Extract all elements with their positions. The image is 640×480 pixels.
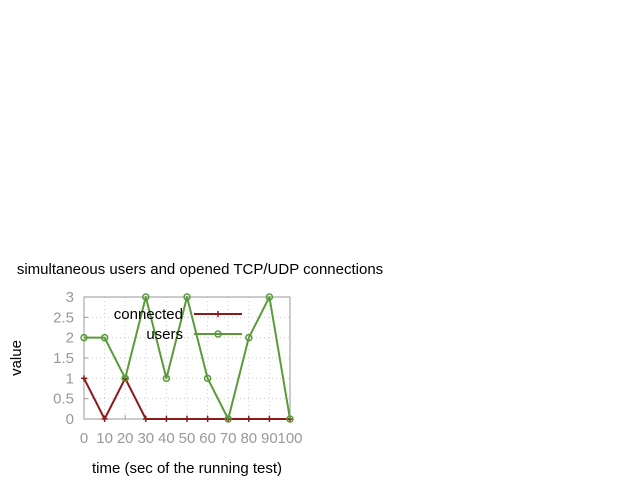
x-tick-label: 60 — [199, 430, 216, 447]
x-tick-label: 50 — [179, 430, 196, 447]
x-tick-label: 40 — [158, 430, 175, 447]
data-point-connected — [101, 416, 108, 422]
data-point-connected — [204, 416, 211, 422]
data-point-connected — [163, 416, 170, 422]
data-point-users — [80, 333, 88, 342]
data-point-users — [162, 374, 171, 383]
x-tick-label: 30 — [137, 430, 154, 447]
y-tick-label: 2 — [66, 330, 74, 347]
data-point-users — [203, 374, 212, 383]
chart-title: simultaneous users and opened TCP/UDP co… — [17, 261, 383, 278]
x-tick-label: 10 — [96, 430, 113, 447]
data-point-users — [265, 293, 274, 301]
legend-label-connected: connected — [114, 306, 183, 323]
x-tick-label: 20 — [117, 430, 134, 447]
x-tick-label: 100 — [277, 430, 302, 447]
data-point-users — [121, 374, 129, 383]
y-tick-label: 2.5 — [53, 309, 74, 326]
y-tick-label: 1 — [66, 370, 74, 387]
data-point-users — [100, 333, 109, 342]
data-point-users — [183, 293, 191, 301]
data-point-users — [224, 415, 232, 423]
y-tick-label: 1.5 — [53, 350, 74, 367]
axis-ticks: 0 10 20 30 40 50 60 70 80 90 100 0 0.5 1 1.5 2 2.5 3 — [53, 289, 302, 447]
data-point-users — [142, 293, 150, 301]
grid — [84, 297, 290, 419]
x-tick-label: 90 — [261, 430, 278, 447]
data-point-connected — [184, 416, 190, 422]
legend-marker-users — [214, 330, 222, 338]
y-tick-label: 3 — [66, 289, 74, 306]
series-line-users — [84, 296, 291, 420]
data-point-connected — [81, 375, 87, 382]
x-tick-label: 0 — [80, 430, 88, 447]
y-tick-label: 0 — [66, 411, 74, 428]
x-axis-label: time (sec of the running test) — [92, 460, 282, 477]
x-tick-label: 70 — [220, 430, 237, 447]
series-lines — [80, 293, 294, 423]
data-point-connected — [142, 416, 149, 422]
legend: connected users — [114, 306, 242, 343]
data-point-connected — [266, 416, 273, 422]
y-tick-label: 0.5 — [53, 391, 74, 408]
data-point-users — [286, 415, 294, 423]
series-line-connected — [83, 377, 290, 420]
data-point-users — [245, 333, 253, 342]
legend-label-users: users — [146, 326, 183, 343]
data-point-connected — [245, 416, 252, 422]
y-axis-label: value — [8, 340, 25, 376]
x-tick-label: 80 — [240, 430, 257, 447]
